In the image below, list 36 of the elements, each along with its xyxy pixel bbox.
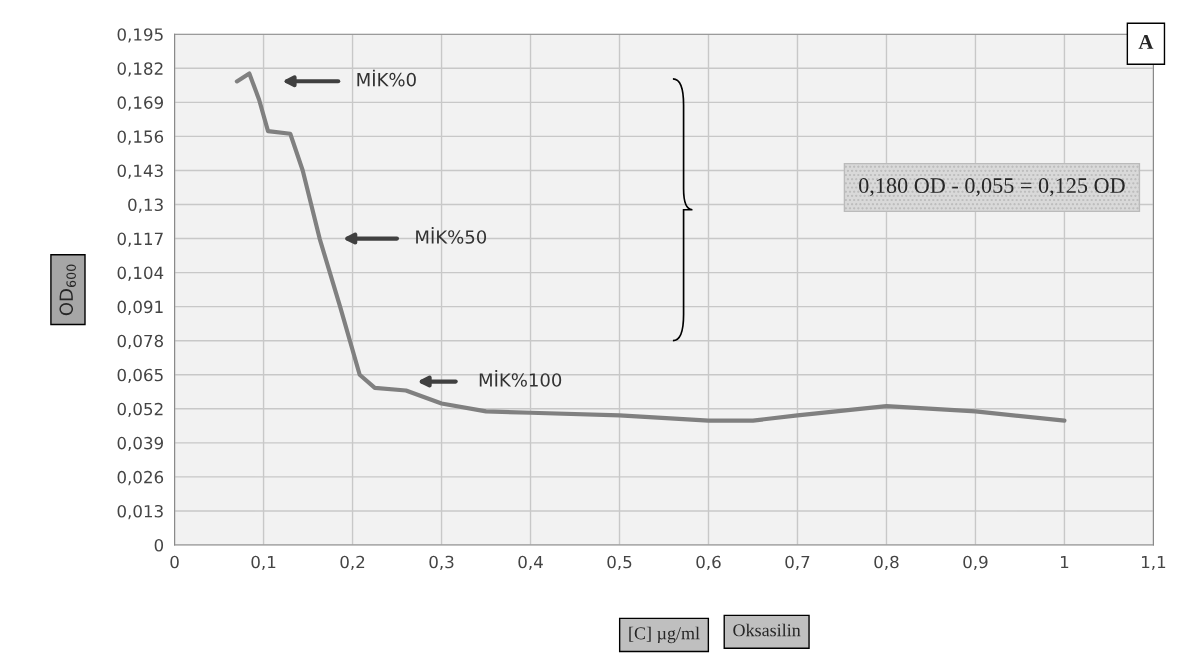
x-tick-label: 0,7 bbox=[785, 555, 810, 571]
y-tick-label: 0,065 bbox=[117, 368, 163, 384]
x-tick-label: 0,3 bbox=[429, 555, 454, 571]
annotation: MİK%0 bbox=[357, 69, 416, 87]
annotation: MİK%100 bbox=[479, 370, 562, 387]
x-axis-title: [C] µg/ml bbox=[629, 626, 700, 644]
x-tick-label: 0,6 bbox=[696, 555, 721, 571]
y-tick-label: 0,039 bbox=[117, 436, 163, 452]
y-tick-label: 0,143 bbox=[117, 164, 163, 179]
x-tick-label: 0,9 bbox=[963, 555, 988, 571]
annotation: A bbox=[1138, 34, 1154, 49]
x-tick-label: 0 bbox=[170, 555, 179, 569]
x-tick-label: 0,4 bbox=[518, 555, 543, 571]
y-tick-label: 0,013 bbox=[117, 504, 163, 520]
x-tick-label: 1 bbox=[1060, 555, 1069, 569]
annotation: MİK%50 bbox=[416, 227, 487, 244]
text: Oksasilin bbox=[733, 623, 801, 637]
y-tick-label: 0,156 bbox=[117, 130, 164, 145]
y-tick-label: 0,052 bbox=[117, 402, 163, 418]
x-tick-label: 0,8 bbox=[874, 555, 899, 571]
y-tick-label: 0,026 bbox=[117, 470, 164, 486]
y-tick-label: 0 bbox=[154, 538, 164, 552]
y-tick-label: 0,078 bbox=[117, 334, 164, 349]
x-tick-label: 1,1 bbox=[1142, 555, 1166, 571]
y-axis-title: OD$_{600}$ bbox=[59, 264, 76, 316]
x-tick-label: 0,1 bbox=[251, 555, 276, 571]
y-tick-label: 0,091 bbox=[117, 300, 163, 315]
y-tick-label: 0,169 bbox=[117, 96, 163, 111]
y-tick-label: 0,104 bbox=[117, 266, 164, 281]
y-tick-label: 0,117 bbox=[117, 232, 163, 247]
x-tick-label: 0,2 bbox=[340, 555, 365, 571]
y-tick-label: 0,182 bbox=[117, 62, 163, 77]
x-tick-label: 0,5 bbox=[607, 555, 632, 571]
y-tick-label: 0,195 bbox=[117, 28, 163, 43]
y-tick-label: 0,13 bbox=[128, 198, 163, 213]
annotation: 0,180 OD - 0,055 = 0,125 OD bbox=[859, 178, 1125, 197]
